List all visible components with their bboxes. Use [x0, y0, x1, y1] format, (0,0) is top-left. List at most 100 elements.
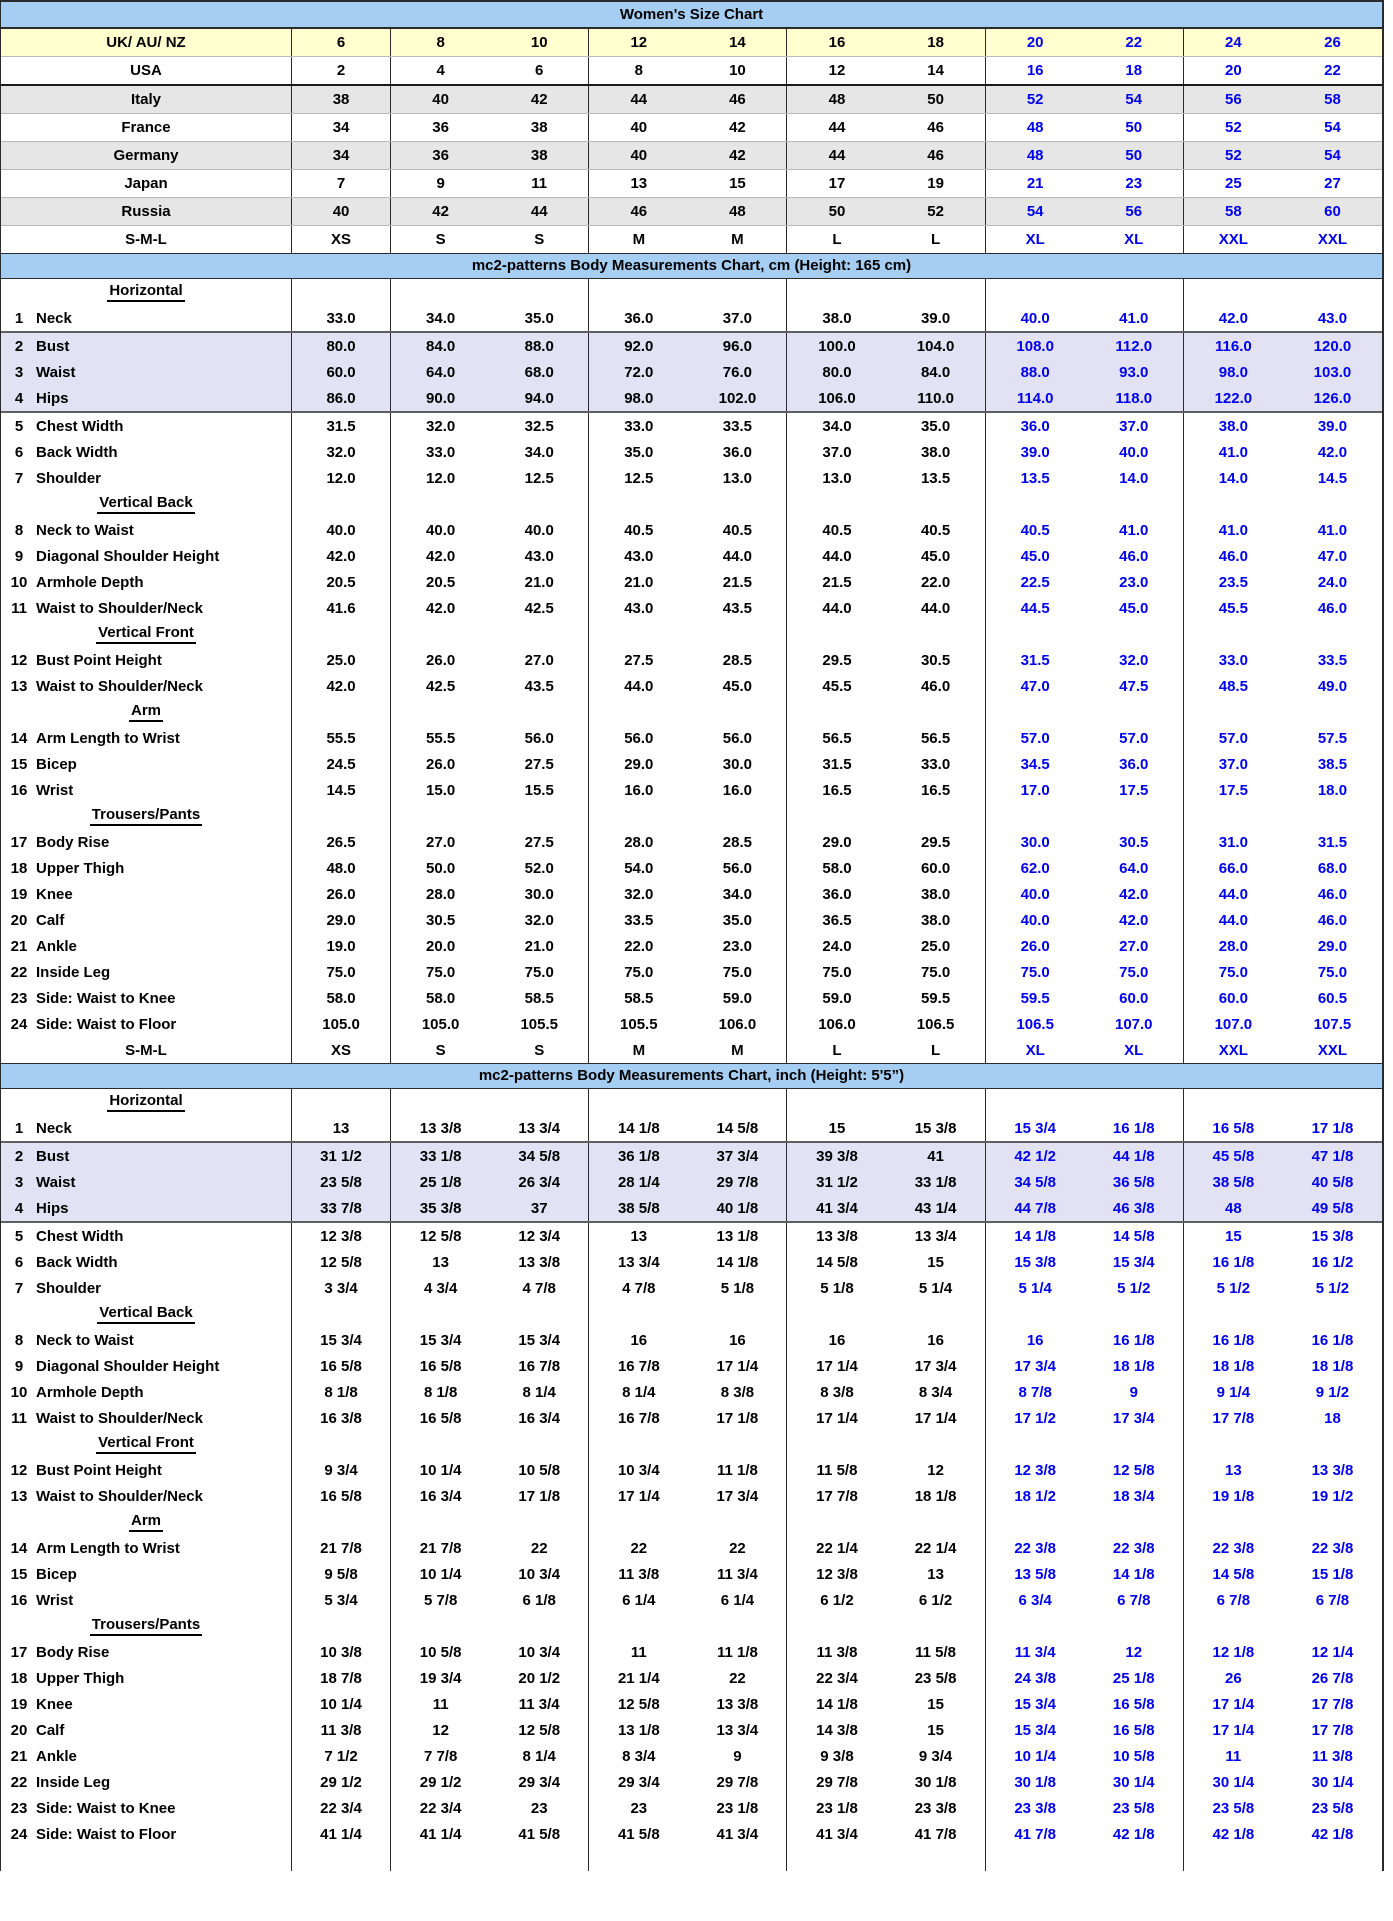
empty-cell: [986, 803, 1085, 829]
measurement-value-cell: 34.0: [688, 881, 788, 907]
measurement-value-cell: 42.5: [426, 677, 456, 695]
measurement-value-cell: 16 5/8: [1085, 1691, 1184, 1717]
measurement-value-cell: 32.5: [490, 413, 590, 439]
empty-cell: [490, 621, 590, 647]
measurement-value-cell: 12.5: [490, 465, 590, 491]
empty-cell: [490, 1613, 590, 1639]
measurement-value-cell: 16 3/8: [292, 1405, 392, 1431]
measurement-value-cell: 11 3/8: [618, 1565, 660, 1583]
size-value-cell: S: [490, 226, 590, 253]
size-value-cell: 22: [1324, 62, 1341, 79]
measurement-value-cell: 84.0: [887, 359, 986, 385]
empty-cell: [391, 1089, 490, 1115]
measurement-value-cell: 45.5: [1218, 599, 1248, 617]
size-value-cell: 50: [828, 203, 846, 220]
measurement-value-cell: 15.0: [426, 781, 456, 799]
measurement-value-cell: 96.0: [688, 333, 788, 359]
measurement-value-cell: 12: [1085, 1639, 1184, 1665]
measurement-value-cell: 107.5: [1313, 1015, 1352, 1033]
empty-cell: [1283, 1613, 1382, 1639]
measurement-value-cell: 16 5/8: [1085, 1717, 1184, 1743]
measurement-value-cell: 56.0: [688, 725, 788, 751]
empty-cell: [1184, 1509, 1283, 1535]
measurement-number: 3: [14, 363, 24, 381]
measurement-value-cell: 56.0: [490, 725, 590, 751]
empty-cell: [887, 1089, 986, 1115]
measurement-value-cell: 41.0: [1218, 443, 1248, 461]
measurement-row: 21 Ankle 19.0 20.0 21.0 22.0 23.0 24.0 25.0 26.0 2…: [1, 933, 1382, 959]
measurement-number: 9: [14, 1357, 24, 1375]
measurement-name: Diagonal Shoulder Height: [36, 1357, 220, 1375]
measurement-row: 7 Shoulder 12.0 12.0 12.5 12.5 13.0 13.0 13.5 13.…: [1, 465, 1382, 491]
measurement-value-cell: 31.5: [1020, 651, 1050, 669]
measurement-value-cell: 44.0: [1218, 885, 1248, 903]
size-value-cell: L: [887, 226, 986, 253]
measurement-value-cell: 29.0: [1317, 937, 1348, 955]
measurement-value-cell: 5 1/2: [1315, 1279, 1350, 1297]
measurement-value-cell: 15 3/8: [1311, 1227, 1354, 1245]
measurement-label: 2 Bust: [1, 333, 292, 359]
inch-section-header: mc2-patterns Body Measurements Chart, in…: [1, 1063, 1382, 1089]
measurement-value-cell: 30 1/4: [1085, 1769, 1184, 1795]
measurement-value-cell: 9 3/4: [887, 1743, 986, 1769]
size-value-cell: 16: [1026, 62, 1044, 79]
measurement-value-cell: 18 1/8: [887, 1483, 986, 1509]
measurement-name: Waist to Shoulder/Neck: [36, 1409, 203, 1427]
measurement-value-cell: 88.0: [1020, 363, 1050, 381]
measurement-value-cell: 33.5: [1317, 651, 1348, 669]
measurement-label: 14 Arm Length to Wrist: [1, 725, 292, 751]
measurement-number: 7: [14, 469, 24, 487]
empty-cell: [1184, 803, 1283, 829]
empty-cell: [1184, 699, 1283, 725]
measurement-value-cell: 16: [688, 1327, 788, 1353]
empty-cell: [688, 621, 788, 647]
measurement-value-cell: 72.0: [624, 363, 654, 381]
measurement-value-cell: 32.0: [1085, 647, 1184, 673]
measurement-value-cell: 40.0: [426, 521, 456, 539]
empty-cell: [986, 279, 1085, 305]
measurement-name: Waist to Shoulder/Neck: [36, 677, 203, 695]
measurement-value-cell: 46.0: [1218, 547, 1248, 565]
empty-cell: [292, 1613, 392, 1639]
measurement-name: Bust: [36, 337, 70, 355]
measurement-value-cell: 11: [630, 1643, 647, 1661]
measurement-value-cell: 75.0: [1317, 963, 1348, 981]
measurement-value-cell: 75.0: [688, 959, 788, 985]
empty-cell: [787, 1509, 886, 1535]
measurement-row: 21 Ankle 7 1/2 7 7/8 8 1/4 8 3/4 9 9 3/8 9 3/4 10…: [1, 1743, 1382, 1769]
size-value-cell: 42: [688, 114, 788, 141]
empty-cell: [292, 803, 392, 829]
measurement-value-cell: 40.5: [822, 521, 852, 539]
measurement-value-cell: 22: [630, 1539, 648, 1557]
empty-cell: [589, 1089, 688, 1115]
empty-cell: [887, 1301, 986, 1327]
measurement-value-cell: 15: [887, 1717, 986, 1743]
measurement-value-cell: 60.5: [1317, 989, 1348, 1007]
measurement-value-cell: 45.0: [1020, 547, 1050, 565]
measurement-value-cell: 10 5/8: [1085, 1743, 1184, 1769]
measurement-value-cell: 41: [887, 1143, 986, 1169]
measurement-value-cell: 16 3/4: [490, 1405, 590, 1431]
measurement-value-cell: 33.0: [1218, 651, 1248, 669]
measurement-value-cell: 75.0: [1085, 959, 1184, 985]
empty-cell: [391, 1431, 490, 1457]
measurement-value-cell: 59.5: [887, 985, 986, 1011]
measurement-value-cell: 22.5: [1020, 573, 1050, 591]
measurement-value-cell: 38.0: [1218, 417, 1248, 435]
measurement-value-cell: 11 1/8: [688, 1639, 788, 1665]
group-subheader-label: Trousers/Pants: [89, 806, 203, 826]
measurement-value-cell: 29.0: [292, 907, 392, 933]
measurement-value-cell: 11 3/4: [688, 1561, 788, 1587]
measurement-value-cell: 14 1/8: [688, 1249, 788, 1275]
measurement-value-cell: 6 1/4: [688, 1587, 788, 1613]
measurement-value-cell: 39.0: [1317, 417, 1348, 435]
measurement-value-cell: 13: [1225, 1461, 1242, 1479]
measurement-value-cell: 33.0: [887, 751, 986, 777]
measurement-label: 13 Waist to Shoulder/Neck: [1, 1483, 292, 1509]
measurement-value-cell: 59.5: [1020, 989, 1050, 1007]
measurement-label: 24 Side: Waist to Floor: [1, 1821, 292, 1847]
sml-value-cell: XXL: [1218, 1041, 1248, 1059]
measurement-value-cell: 23 5/8: [1311, 1799, 1354, 1817]
empty-cell: [986, 1509, 1085, 1535]
measurement-value-cell: 22 3/8: [1014, 1539, 1057, 1557]
